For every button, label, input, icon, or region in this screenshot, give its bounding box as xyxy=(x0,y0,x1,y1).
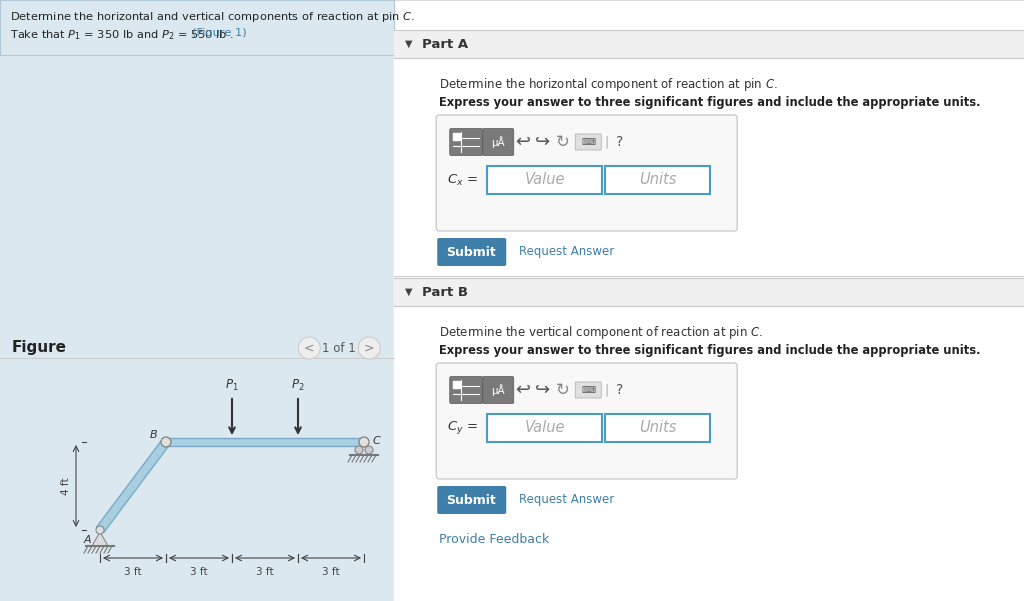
Bar xyxy=(394,30,1024,58)
Text: 3 ft: 3 ft xyxy=(124,567,141,577)
Circle shape xyxy=(161,437,171,447)
Text: Submit: Submit xyxy=(446,493,496,507)
Bar xyxy=(0,0,394,601)
Text: 3 ft: 3 ft xyxy=(256,567,273,577)
Text: Figure: Figure xyxy=(12,340,67,355)
Text: <: < xyxy=(304,341,314,355)
FancyBboxPatch shape xyxy=(437,486,506,514)
Text: $P_1$: $P_1$ xyxy=(225,378,239,393)
Text: ↩: ↩ xyxy=(515,381,529,399)
Text: Express your answer to three significant figures and include the appropriate uni: Express your answer to three significant… xyxy=(439,96,981,109)
Text: ↪: ↪ xyxy=(535,133,550,151)
Text: ?: ? xyxy=(615,135,623,149)
Circle shape xyxy=(359,437,369,447)
Bar xyxy=(605,166,711,194)
Bar xyxy=(487,166,602,194)
Bar xyxy=(0,0,394,55)
Text: Request Answer: Request Answer xyxy=(519,493,614,507)
FancyBboxPatch shape xyxy=(575,382,601,398)
Text: 3 ft: 3 ft xyxy=(190,567,208,577)
Text: μÅ: μÅ xyxy=(492,384,505,396)
FancyBboxPatch shape xyxy=(482,129,514,156)
Bar xyxy=(0,0,394,55)
Text: Express your answer to three significant figures and include the appropriate uni: Express your answer to three significant… xyxy=(439,344,981,357)
Bar xyxy=(605,414,711,442)
Bar xyxy=(454,133,460,140)
FancyBboxPatch shape xyxy=(437,238,506,266)
Text: $A$: $A$ xyxy=(83,533,92,545)
Polygon shape xyxy=(92,532,108,546)
Bar xyxy=(394,0,1024,601)
Text: 1 of 1: 1 of 1 xyxy=(323,341,356,355)
Text: >: > xyxy=(364,341,375,355)
Text: Part A: Part A xyxy=(422,37,468,50)
Bar xyxy=(454,381,460,388)
Text: ⌨: ⌨ xyxy=(582,137,595,147)
Circle shape xyxy=(298,337,321,359)
Text: Determine the horizontal and vertical components of reaction at pin $C$.: Determine the horizontal and vertical co… xyxy=(10,10,415,24)
FancyBboxPatch shape xyxy=(436,115,737,231)
Bar xyxy=(605,166,711,194)
Text: $C_y$ =: $C_y$ = xyxy=(447,419,478,436)
Text: μÅ: μÅ xyxy=(492,136,505,148)
Text: ↩: ↩ xyxy=(515,133,529,151)
FancyBboxPatch shape xyxy=(450,129,482,156)
FancyBboxPatch shape xyxy=(436,363,737,479)
Text: Submit: Submit xyxy=(446,245,496,258)
Text: $C_x$ =: $C_x$ = xyxy=(447,172,478,188)
Text: 4 ft: 4 ft xyxy=(61,477,71,495)
Text: Value: Value xyxy=(524,421,565,436)
Text: ↻: ↻ xyxy=(555,381,569,399)
Text: ⌨: ⌨ xyxy=(582,385,595,395)
Bar xyxy=(394,278,1024,306)
Text: 3 ft: 3 ft xyxy=(323,567,340,577)
Text: Part B: Part B xyxy=(422,285,468,299)
Text: Request Answer: Request Answer xyxy=(519,245,614,258)
Bar xyxy=(487,166,602,194)
Text: $P_2$: $P_2$ xyxy=(291,378,305,393)
Text: |: | xyxy=(604,383,608,397)
Text: ▼: ▼ xyxy=(404,39,412,49)
Circle shape xyxy=(355,446,362,454)
Text: $B$: $B$ xyxy=(150,428,158,440)
FancyBboxPatch shape xyxy=(482,376,514,403)
Text: Determine the vertical component of reaction at pin $C$.: Determine the vertical component of reac… xyxy=(439,324,763,341)
FancyBboxPatch shape xyxy=(450,376,482,403)
Text: Determine the horizontal component of reaction at pin $C$.: Determine the horizontal component of re… xyxy=(439,76,778,93)
Text: $C$: $C$ xyxy=(372,434,382,446)
Circle shape xyxy=(365,446,373,454)
Text: Units: Units xyxy=(639,172,677,188)
FancyBboxPatch shape xyxy=(575,134,601,150)
Text: Take that $P_1$ = 350 lb and $P_2$ = 550 lb .: Take that $P_1$ = 350 lb and $P_2$ = 550… xyxy=(10,28,233,42)
Text: ▼: ▼ xyxy=(404,287,412,297)
Bar xyxy=(605,414,711,442)
Text: ↪: ↪ xyxy=(535,381,550,399)
Bar xyxy=(487,414,602,442)
Text: ↻: ↻ xyxy=(555,133,569,151)
Circle shape xyxy=(358,337,380,359)
Text: ?: ? xyxy=(615,383,623,397)
Text: |: | xyxy=(604,135,608,148)
Polygon shape xyxy=(96,439,170,532)
Bar xyxy=(487,414,602,442)
Text: Units: Units xyxy=(639,421,677,436)
Text: Provide Feedback: Provide Feedback xyxy=(439,533,550,546)
Text: Value: Value xyxy=(524,172,565,188)
Polygon shape xyxy=(166,438,364,446)
Circle shape xyxy=(96,526,104,534)
Text: (Figure 1): (Figure 1) xyxy=(193,28,247,38)
